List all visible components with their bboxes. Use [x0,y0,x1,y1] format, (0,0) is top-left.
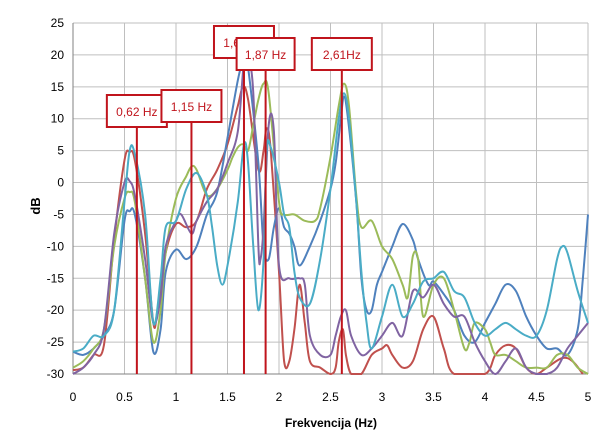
y-tick-label: -15 [47,271,65,285]
frequency-annotations: 0,62 Hz1,15 Hz1,66 Hz1,87 Hz2,61Hz [105,25,373,374]
y-tick-label: 10 [51,112,65,126]
y-tick-label: 20 [51,48,65,62]
annotation-label: 1,87 Hz [245,48,286,62]
annotation-box [235,37,296,71]
annotation-box [105,94,168,128]
annotation-label: 1,15 Hz [171,100,212,114]
y-tick-label: -10 [47,239,65,253]
x-tick-label: 3 [379,390,386,404]
annotation-label: 0,62 Hz [116,105,157,119]
x-tick-label: 5 [585,390,591,404]
y-tick-label: 15 [51,80,65,94]
x-tick-label: 2 [276,390,283,404]
y-tick-label: -20 [47,303,65,317]
x-tick-label: 1.5 [219,390,236,404]
x-tick-label: 2.5 [322,390,339,404]
series-line-purple [72,52,589,376]
y-tick-label: 25 [51,16,65,30]
y-tick-label: 0 [57,176,64,190]
annotation-box [310,37,373,71]
series-lines [72,52,589,376]
x-tick-label: 0 [70,390,77,404]
x-tick-label: 3.5 [425,390,442,404]
series-line-steel [72,92,589,353]
x-tick-label: 1 [173,390,180,404]
y-tick-label: 5 [57,144,64,158]
x-tick-label: 0.5 [116,390,133,404]
y-tick-label: -25 [47,335,65,349]
y-tick-label: -30 [47,367,65,381]
annotation-label: 2,61Hz [323,48,361,62]
x-axis-label: Frekvencija (Hz) [285,416,377,430]
y-tick-label: -5 [53,207,64,221]
annotation-box [160,89,223,123]
y-axis-label: dB [28,197,43,214]
x-tick-label: 4 [482,390,489,404]
series-line-red [72,85,584,376]
axis-tick-labels: 25 20 15 10 5 0 -5 -10 -15 -20 -25 -30 0 0.5 1 1.5 2 2.5 3… [47,16,591,404]
x-tick-label: 4.5 [528,390,545,404]
